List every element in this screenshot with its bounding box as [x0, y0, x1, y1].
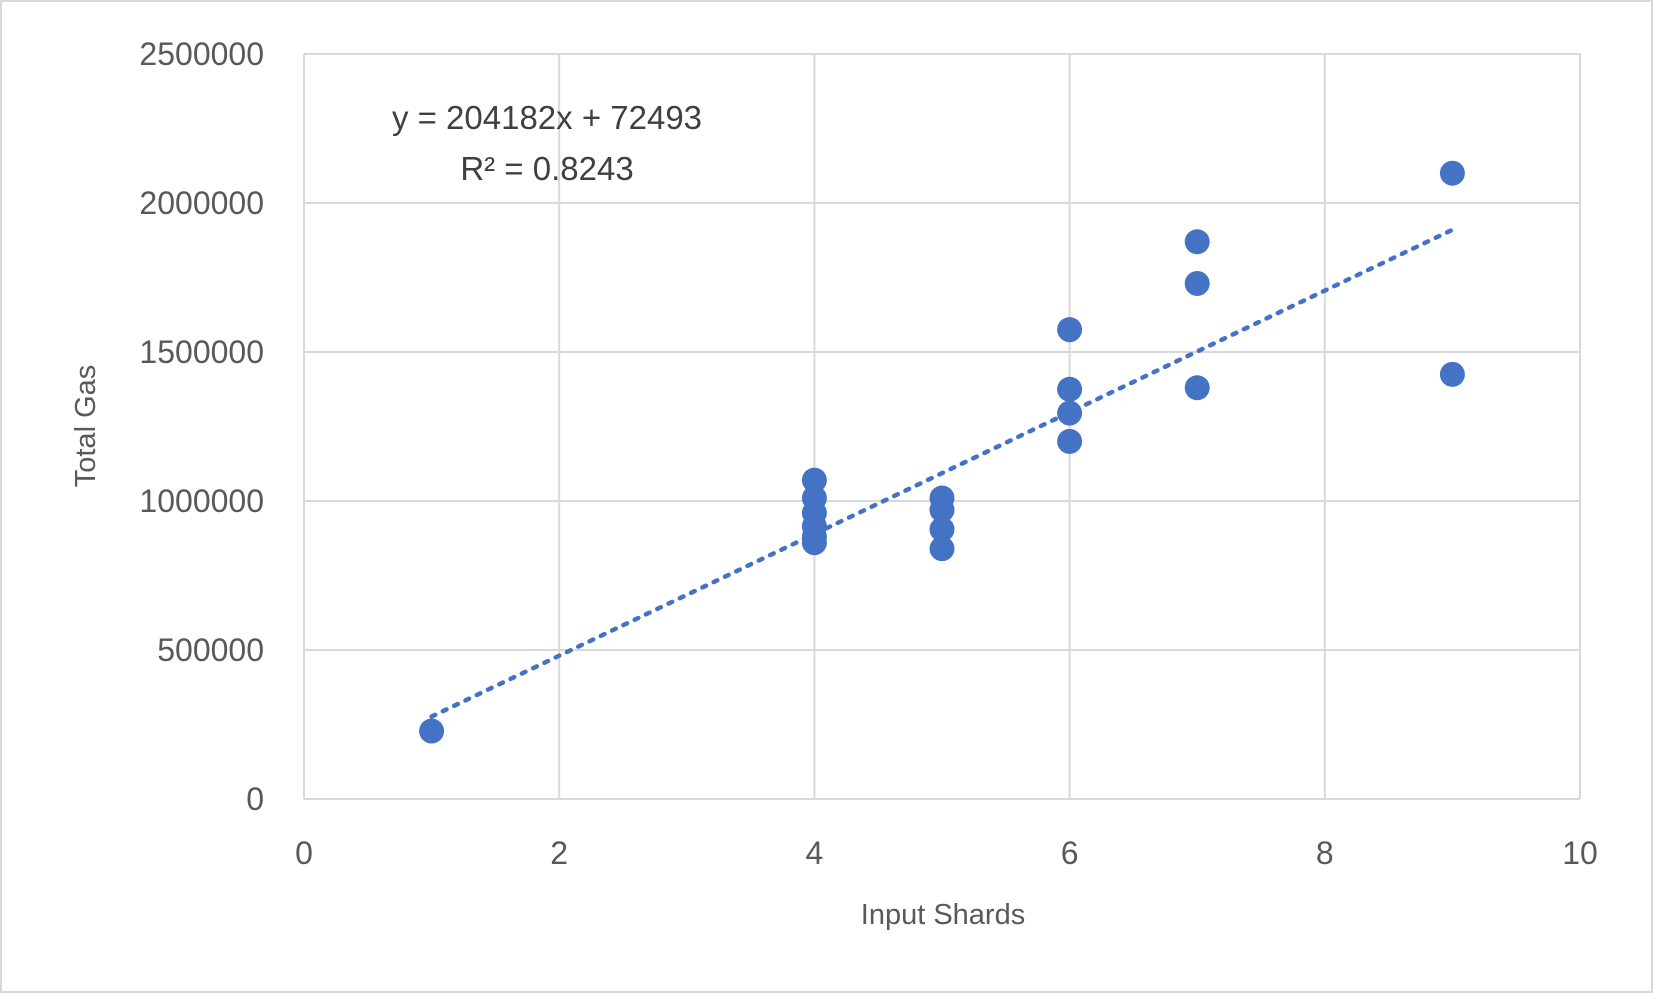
- data-point: [801, 530, 827, 556]
- data-point: [801, 467, 827, 493]
- x-tick-label: 10: [1562, 835, 1598, 871]
- data-point: [1184, 229, 1210, 255]
- data-point: [1057, 400, 1083, 426]
- y-axis-title: Total Gas: [70, 365, 102, 488]
- trendline: [429, 227, 1455, 719]
- data-point: [1184, 270, 1210, 296]
- trendline-layer: [429, 227, 1455, 719]
- tick-labels: 0 2 4 6 8 10 0 500000 1000000 1500000 2000000 25000…: [139, 36, 1597, 871]
- y-tick-label: 2500000: [139, 36, 264, 72]
- data-point: [1439, 160, 1465, 186]
- trendline-equation: y = 204182x + 72493: [392, 99, 702, 136]
- y-tick-label: 0: [246, 781, 264, 817]
- data-point: [1057, 428, 1083, 454]
- y-tick-label: 500000: [157, 632, 264, 668]
- data-point: [1057, 376, 1083, 402]
- x-tick-label: 4: [806, 835, 824, 871]
- x-axis-title: Input Shards: [861, 899, 1025, 931]
- x-tick-label: 6: [1061, 835, 1079, 871]
- y-tick-label: 1500000: [139, 334, 264, 370]
- data-point: [1184, 375, 1210, 401]
- data-point: [929, 497, 955, 523]
- data-points: [419, 160, 1465, 744]
- data-point: [1439, 361, 1465, 387]
- x-tick-label: 8: [1316, 835, 1334, 871]
- r-squared-label: R² = 0.8243: [460, 150, 633, 187]
- y-tick-label: 1000000: [139, 483, 264, 519]
- y-tick-label: 2000000: [139, 185, 264, 221]
- x-tick-label: 0: [295, 835, 313, 871]
- x-tick-label: 2: [550, 835, 568, 871]
- data-point: [1057, 317, 1083, 343]
- data-point: [419, 718, 445, 744]
- data-point: [929, 516, 955, 542]
- data-point: [929, 536, 955, 562]
